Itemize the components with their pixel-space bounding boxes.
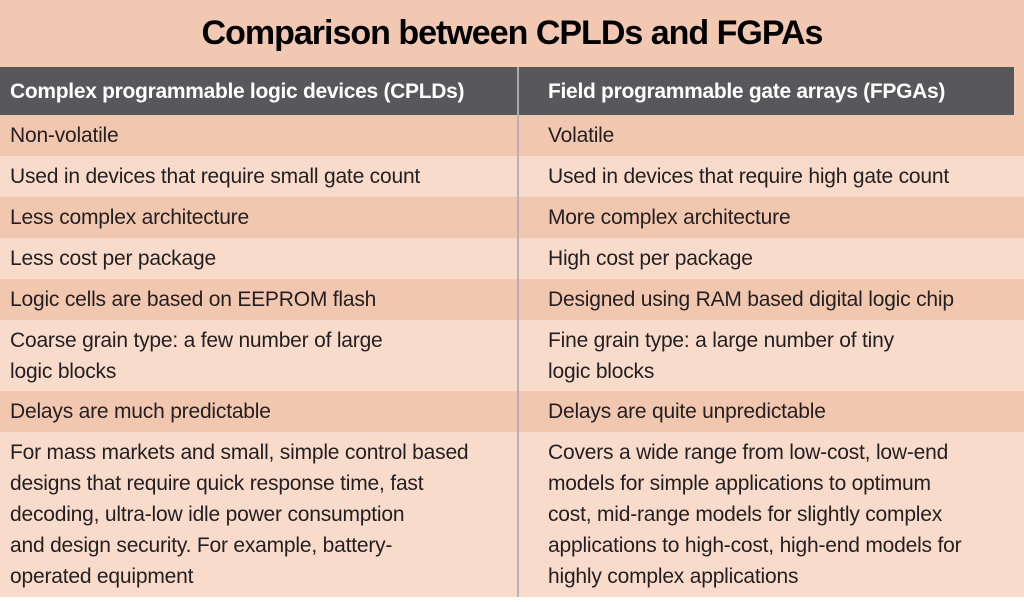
fpga-cell: Used in devices that require high gate c… <box>519 156 1024 197</box>
fpga-cell: Covers a wide range from low-cost, low-e… <box>519 432 1024 597</box>
column-header-cplds-label: Complex programmable logic devices (CPLD… <box>10 79 465 103</box>
cpld-cell-text: Used in devices that require small gate … <box>10 165 421 188</box>
fpga-cell-text: Used in devices that require high gate c… <box>548 165 949 188</box>
page-title: Comparison between CPLDs and FGPAs <box>201 14 824 52</box>
column-header-fpgas: Field programmable gate arrays (FPGAs) <box>519 67 1014 115</box>
cpld-cell: For mass markets and small, simple contr… <box>0 432 519 597</box>
cpld-cell: Less cost per package <box>0 238 519 279</box>
table-header-row: Complex programmable logic devices (CPLD… <box>0 67 1024 115</box>
fpga-cell-text: Volatile <box>548 124 615 147</box>
fpga-cell: Designed using RAM based digital logic c… <box>519 279 1024 320</box>
cpld-cell-text: Less cost per package <box>10 247 216 270</box>
cpld-cell: Coarse grain type: a few number of large… <box>0 320 519 391</box>
column-header-fpgas-label: Field programmable gate arrays (FPGAs) <box>548 79 946 103</box>
fpga-cell-text: Covers a wide range from low-cost, low-e… <box>548 441 962 588</box>
fpga-cell-text: Fine grain type: a large number of tiny … <box>548 329 894 383</box>
table-row: Less complex architecture More complex a… <box>0 197 1024 238</box>
table-row: Delays are much predictable Delays are q… <box>0 391 1024 432</box>
title-band: Comparison between CPLDs and FGPAs <box>0 0 1024 67</box>
fpga-cell-text: High cost per package <box>548 247 753 270</box>
cpld-cell-text: For mass markets and small, simple contr… <box>10 441 469 588</box>
table-row: Used in devices that require small gate … <box>0 156 1024 197</box>
comparison-table: Complex programmable logic devices (CPLD… <box>0 67 1024 597</box>
fpga-cell: Fine grain type: a large number of tiny … <box>519 320 1024 391</box>
cpld-cell-text: Less complex architecture <box>10 206 249 229</box>
cpld-cell: Logic cells are based on EEPROM flash <box>0 279 519 320</box>
fpga-cell-text: Designed using RAM based digital logic c… <box>548 288 954 311</box>
table-row: Coarse grain type: a few number of large… <box>0 320 1024 391</box>
table-row: For mass markets and small, simple contr… <box>0 432 1024 597</box>
fpga-cell: Volatile <box>519 115 1024 156</box>
cpld-cell: Non-volatile <box>0 115 519 156</box>
fpga-cell: More complex architecture <box>519 197 1024 238</box>
table-row: Logic cells are based on EEPROM flash De… <box>0 279 1024 320</box>
fpga-cell-text: More complex architecture <box>548 206 791 229</box>
fpga-cell: Delays are quite unpredictable <box>519 391 1024 432</box>
cpld-cell-text: Coarse grain type: a few number of large… <box>10 329 383 383</box>
cpld-cell-text: Delays are much predictable <box>10 400 271 423</box>
table-row: Less cost per package High cost per pack… <box>0 238 1024 279</box>
fpga-cell-text: Delays are quite unpredictable <box>548 400 826 423</box>
fpga-cell: High cost per package <box>519 238 1024 279</box>
cpld-cell: Delays are much predictable <box>0 391 519 432</box>
table-row: Non-volatile Volatile <box>0 115 1024 156</box>
column-header-cplds: Complex programmable logic devices (CPLD… <box>0 67 519 115</box>
cpld-cell: Less complex architecture <box>0 197 519 238</box>
cpld-cell-text: Non-volatile <box>10 124 119 147</box>
cpld-cell: Used in devices that require small gate … <box>0 156 519 197</box>
bottom-margin-strip <box>0 597 1024 602</box>
cpld-cell-text: Logic cells are based on EEPROM flash <box>10 288 377 311</box>
